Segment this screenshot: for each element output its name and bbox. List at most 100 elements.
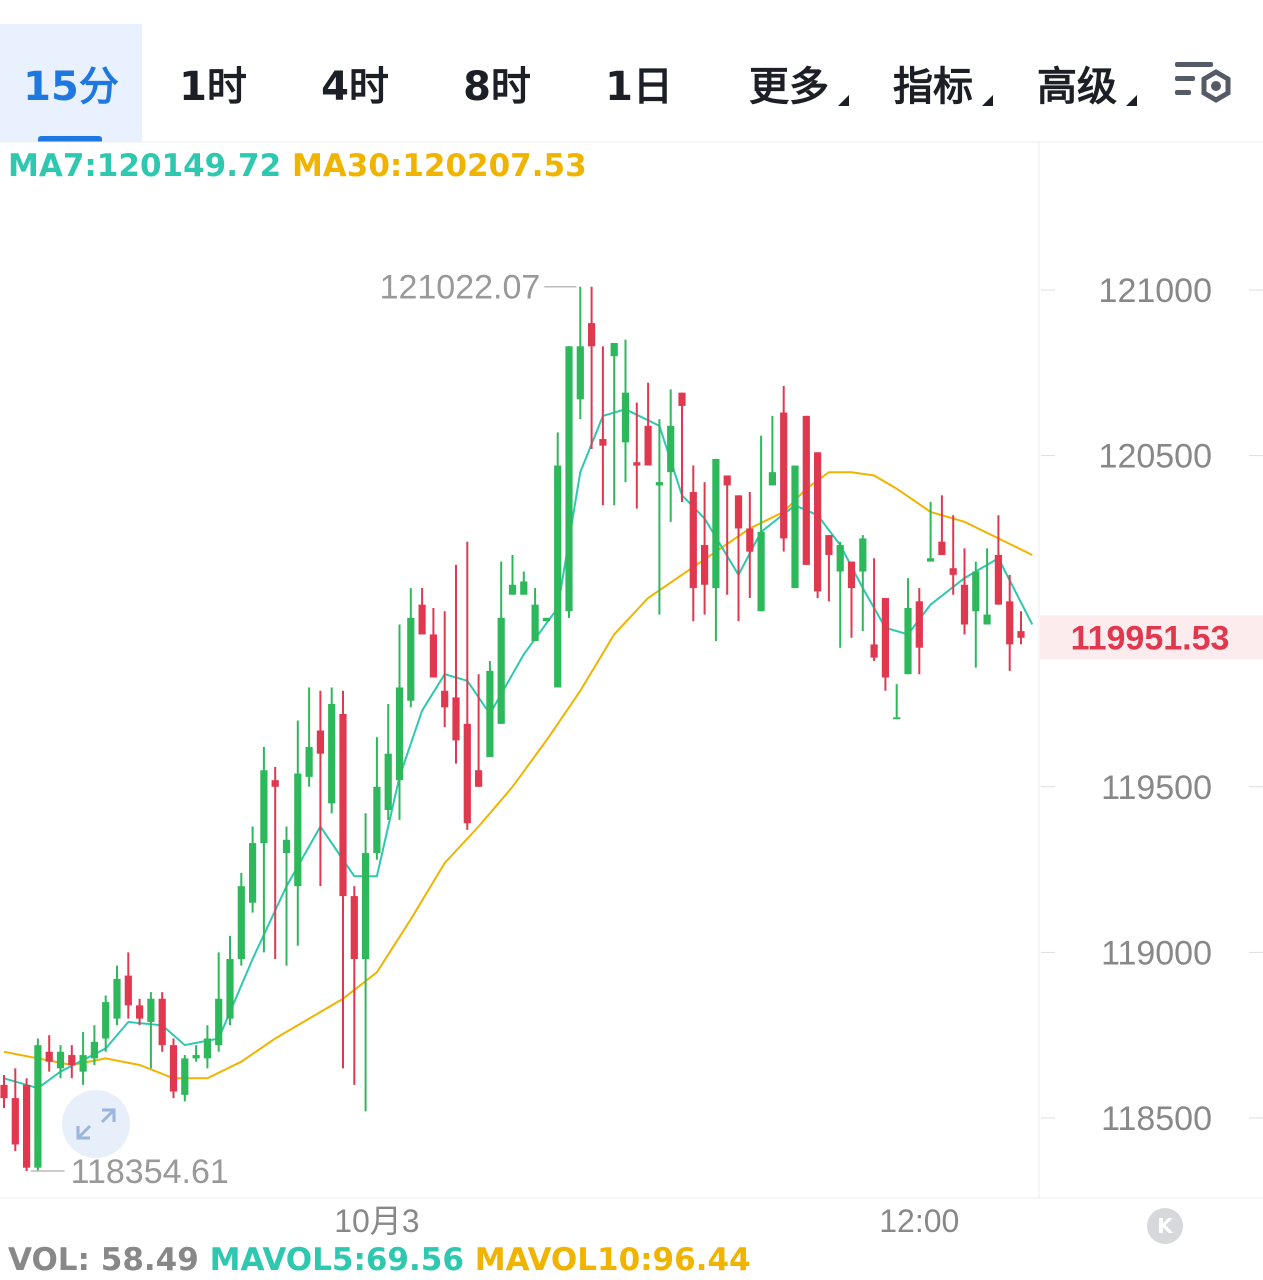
dropdown-triangle-icon <box>838 95 849 106</box>
candle-body <box>881 598 889 678</box>
candle-body <box>79 1055 87 1072</box>
candle-body <box>429 634 437 678</box>
candle-body <box>192 1055 200 1059</box>
high-price-label: 121022.07 <box>380 269 541 307</box>
ma7-line <box>3 408 1034 1090</box>
y-tick-label: 119000 <box>1101 934 1212 972</box>
candle-body <box>11 1098 19 1145</box>
candle-body <box>938 541 946 555</box>
candle-body <box>226 959 234 1019</box>
mavol10-value: MAVOL10:96.44 <box>474 1242 751 1278</box>
x-tick-label: 12:00 <box>879 1203 959 1239</box>
candle-body <box>260 770 268 844</box>
candle-body <box>452 697 460 741</box>
candle-body <box>441 690 449 708</box>
candle-body <box>610 342 618 357</box>
tab-1d[interactable]: 1日 <box>568 24 710 142</box>
vol-value: VOL: 58.49 <box>8 1242 199 1278</box>
candlestick-chart[interactable]: 121000 120500 119500 119000 118500 10月3 12:00 1… <box>0 0 1263 1240</box>
candle-body <box>712 458 720 589</box>
tab-15m[interactable]: 15分 <box>0 24 142 142</box>
expand-chart-button[interactable] <box>62 1090 130 1158</box>
candle-body <box>136 1005 144 1019</box>
candle-body <box>147 998 155 1022</box>
tab-8h[interactable]: 8时 <box>426 24 568 142</box>
candle-body <box>215 998 223 1046</box>
candle-body <box>904 607 912 675</box>
candle-body <box>520 581 528 595</box>
candle-body <box>599 439 607 446</box>
candle-body <box>0 1084 8 1099</box>
last-price-label: 119951.53 <box>1071 619 1230 657</box>
tab-indicators[interactable]: 指标 <box>862 24 1004 142</box>
candle-body <box>836 545 844 572</box>
candle-body <box>497 617 505 724</box>
tab-label: 1日 <box>605 64 673 110</box>
candle-body <box>316 730 324 754</box>
expand-arrows-icon <box>76 1108 116 1140</box>
candle-body <box>249 843 257 903</box>
candle-body <box>983 614 991 625</box>
candle-body <box>169 1045 178 1092</box>
candle-body <box>362 853 370 960</box>
candle-body <box>384 753 392 810</box>
candle-body <box>395 687 404 781</box>
candle-body <box>34 1045 42 1168</box>
ma-legend: MA7:120149.72 MA30:120207.53 <box>8 148 587 184</box>
y-tick-label: 118500 <box>1101 1100 1212 1138</box>
candle-body <box>181 1058 189 1095</box>
candle-body <box>734 495 743 529</box>
candle-body <box>350 896 358 960</box>
tab-4h[interactable]: 4时 <box>284 24 426 142</box>
candle-body <box>463 723 471 824</box>
candle-body <box>870 644 878 658</box>
candle-body <box>23 1084 31 1168</box>
candle-body <box>915 601 923 648</box>
candle-body <box>960 584 969 625</box>
candle-body <box>859 538 867 572</box>
candle-body <box>486 670 494 757</box>
candle-body <box>418 604 426 635</box>
candle-body <box>644 425 652 466</box>
last-price-badge <box>1040 615 1263 660</box>
candle-body <box>994 554 1002 605</box>
candle-body <box>68 1055 76 1066</box>
candle-body <box>294 773 302 887</box>
candle-body <box>1017 631 1025 638</box>
candle-body <box>927 558 935 562</box>
y-tick-label: 121000 <box>1099 272 1212 310</box>
candle-body <box>746 528 754 552</box>
candle-body <box>972 571 980 612</box>
y-tick-label: 119500 <box>1101 769 1212 807</box>
tab-more[interactable]: 更多 <box>718 24 860 142</box>
candle-body <box>282 839 291 854</box>
x-tick-label: 10月3 <box>334 1203 419 1239</box>
candle-body <box>847 561 856 589</box>
candle-body <box>576 346 584 400</box>
candle-body <box>757 531 765 612</box>
candle-body <box>949 568 957 575</box>
candle-body <box>373 786 381 854</box>
ma30-line <box>3 471 1033 1080</box>
candle-body <box>237 886 245 960</box>
candle-body <box>802 415 810 565</box>
y-tick-label: 120500 <box>1099 438 1212 476</box>
candle-body <box>271 780 279 787</box>
candle-body <box>45 1051 53 1062</box>
candle-body <box>565 346 573 612</box>
tab-label: 指标 <box>893 64 973 110</box>
candle-body <box>1006 601 1014 645</box>
candle-body <box>90 1041 98 1059</box>
tab-1h[interactable]: 1时 <box>142 24 284 142</box>
dropdown-triangle-icon <box>982 95 993 106</box>
candle-body <box>475 770 483 787</box>
chart-settings-icon[interactable] <box>1172 58 1234 110</box>
candle-body <box>531 604 539 642</box>
k-logo-icon[interactable]: K <box>1147 1208 1183 1244</box>
candle-body <box>621 392 630 443</box>
candle-body <box>56 1051 65 1069</box>
candle-body <box>305 747 313 777</box>
candle-body <box>339 713 347 897</box>
candle-body <box>554 465 562 688</box>
tab-advanced[interactable]: 高级 <box>1006 24 1148 142</box>
